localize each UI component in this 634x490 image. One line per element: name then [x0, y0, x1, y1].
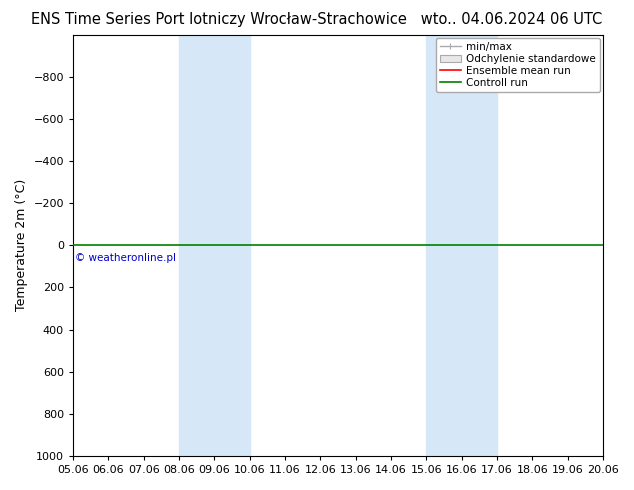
Legend: min/max, Odchylenie standardowe, Ensemble mean run, Controll run: min/max, Odchylenie standardowe, Ensembl…: [436, 38, 600, 92]
Text: ENS Time Series Port lotniczy Wrocław-Strachowice   wto.. 04.06.2024 06 UTC: ENS Time Series Port lotniczy Wrocław-St…: [31, 12, 603, 27]
Text: © weatheronline.pl: © weatheronline.pl: [75, 253, 176, 263]
Bar: [427, 35, 497, 456]
Y-axis label: Temperature 2m (°C): Temperature 2m (°C): [15, 179, 28, 312]
Bar: [179, 35, 250, 456]
